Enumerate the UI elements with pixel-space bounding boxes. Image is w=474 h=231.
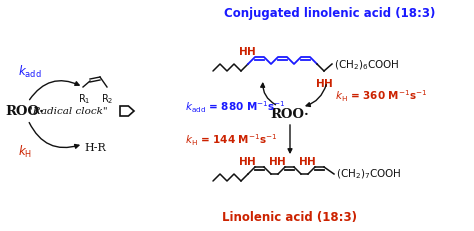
Text: $k_\mathrm{add}$: $k_\mathrm{add}$: [18, 64, 42, 80]
Text: (CH$_2$)$_7$COOH: (CH$_2$)$_7$COOH: [336, 167, 401, 180]
Text: H: H: [324, 79, 332, 89]
Text: H-R: H-R: [84, 142, 106, 152]
Text: H: H: [246, 47, 255, 57]
Text: $k_\mathrm{add}$ = 880 M$^{-1}$s$^{-1}$: $k_\mathrm{add}$ = 880 M$^{-1}$s$^{-1}$: [185, 99, 286, 114]
Text: H: H: [299, 156, 307, 166]
Text: H: H: [269, 156, 277, 166]
Text: $k_\mathrm{H}$ = 360 M$^{-1}$s$^{-1}$: $k_\mathrm{H}$ = 360 M$^{-1}$s$^{-1}$: [335, 88, 428, 103]
Text: ROO·: ROO·: [271, 108, 310, 121]
Text: R$_1$: R$_1$: [78, 92, 90, 105]
Text: (CH$_2$)$_6$COOH: (CH$_2$)$_6$COOH: [334, 58, 400, 71]
Text: H: H: [316, 79, 324, 89]
Text: Conjugated linolenic acid (18:3): Conjugated linolenic acid (18:3): [224, 7, 436, 20]
Text: Linolenic acid (18:3): Linolenic acid (18:3): [222, 211, 357, 224]
Text: "Radical clock": "Radical clock": [28, 107, 108, 116]
Text: ROO·: ROO·: [5, 105, 44, 118]
Text: H: H: [277, 156, 285, 166]
Text: H: H: [238, 47, 247, 57]
Text: $k_\mathrm{H}$: $k_\mathrm{H}$: [18, 143, 32, 159]
Text: H: H: [307, 156, 315, 166]
Text: $k_\mathrm{H}$ = 144 M$^{-1}$s$^{-1}$: $k_\mathrm{H}$ = 144 M$^{-1}$s$^{-1}$: [185, 132, 278, 147]
Text: H: H: [238, 156, 247, 166]
Text: H: H: [246, 156, 255, 166]
Text: R$_2$: R$_2$: [101, 92, 113, 105]
